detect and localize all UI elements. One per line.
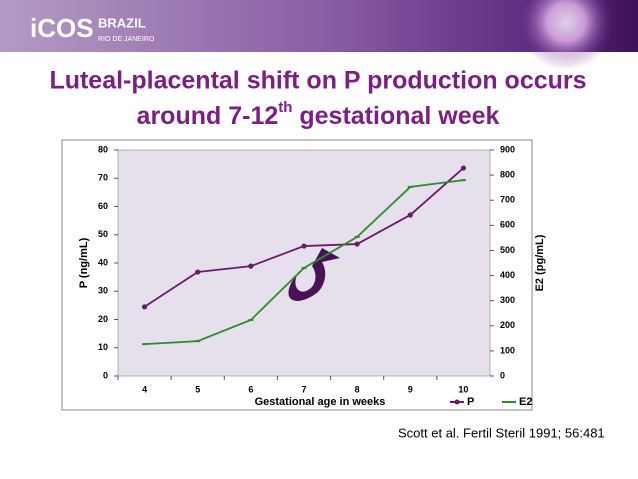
point bbox=[407, 185, 413, 188]
point bbox=[195, 269, 201, 275]
y-tick-label: 0 bbox=[103, 370, 108, 380]
legend-label: P bbox=[467, 396, 474, 408]
y-tick-label: 60 bbox=[98, 201, 108, 211]
point bbox=[301, 243, 307, 249]
logo-country: BRAZIL bbox=[98, 15, 146, 30]
y2-tick-label: 700 bbox=[500, 195, 515, 205]
y2-tick-label: 900 bbox=[500, 144, 515, 154]
title-text: around 7-12 bbox=[137, 102, 279, 130]
header-orb bbox=[518, 0, 614, 70]
y2-tick-label: 800 bbox=[500, 169, 515, 179]
x-tick-label: 5 bbox=[195, 384, 200, 394]
x-tick-label: 4 bbox=[142, 384, 147, 394]
x-tick-label: 10 bbox=[458, 384, 468, 394]
title-line: Luteal-placental shift on P production o… bbox=[49, 67, 586, 95]
y2-tick-label: 200 bbox=[500, 320, 515, 330]
point bbox=[248, 263, 254, 269]
y-axis-label: P (ng/mL) bbox=[78, 237, 90, 288]
point bbox=[142, 343, 148, 346]
x-tick-label: 6 bbox=[248, 384, 253, 394]
y2-tick-label: 0 bbox=[500, 370, 505, 380]
y-tick-label: 70 bbox=[98, 173, 108, 183]
chart: 0102030405060708001002003004005006007008… bbox=[78, 144, 546, 408]
title-sup: th bbox=[278, 99, 292, 116]
plot-area bbox=[117, 149, 491, 377]
point bbox=[460, 179, 466, 182]
point bbox=[407, 212, 413, 218]
x-tick-label: 9 bbox=[408, 384, 413, 394]
x-tick-label: 7 bbox=[301, 384, 306, 394]
y-tick-label: 40 bbox=[98, 257, 108, 267]
point bbox=[195, 340, 201, 343]
point bbox=[248, 319, 254, 322]
y-tick-label: 30 bbox=[98, 286, 108, 296]
y-tick-label: 10 bbox=[98, 342, 108, 352]
y2-tick-label: 500 bbox=[500, 245, 515, 255]
shift-arrow bbox=[288, 248, 340, 301]
logo: iCOS bbox=[30, 13, 94, 43]
point bbox=[460, 165, 467, 171]
y-tick-label: 50 bbox=[98, 229, 108, 239]
y-tick-label: 80 bbox=[98, 144, 108, 154]
x-tick-label: 8 bbox=[355, 384, 360, 394]
x-axis-label: Gestational age in weeks bbox=[255, 396, 386, 408]
y2-tick-label: 600 bbox=[500, 220, 515, 230]
title-text: gestational week bbox=[292, 102, 499, 130]
y2-tick-label: 300 bbox=[500, 295, 515, 305]
legend-label: E2 bbox=[519, 396, 532, 408]
y2-tick-label: 100 bbox=[500, 345, 515, 355]
citation: Scott et al. Fertil Steril 1991; 56:481 bbox=[398, 425, 605, 440]
y2-axis-label: E2 (pg/mL) bbox=[534, 234, 546, 291]
point bbox=[301, 267, 307, 270]
logo-city: RIO DE JANEIRO bbox=[98, 36, 155, 43]
point bbox=[354, 235, 360, 238]
y-tick-label: 20 bbox=[98, 314, 108, 324]
y2-tick-label: 400 bbox=[500, 270, 515, 280]
legend-marker bbox=[454, 399, 460, 405]
point bbox=[354, 241, 360, 247]
point bbox=[141, 304, 148, 310]
title-line: around 7-12th gestational week bbox=[137, 99, 500, 130]
